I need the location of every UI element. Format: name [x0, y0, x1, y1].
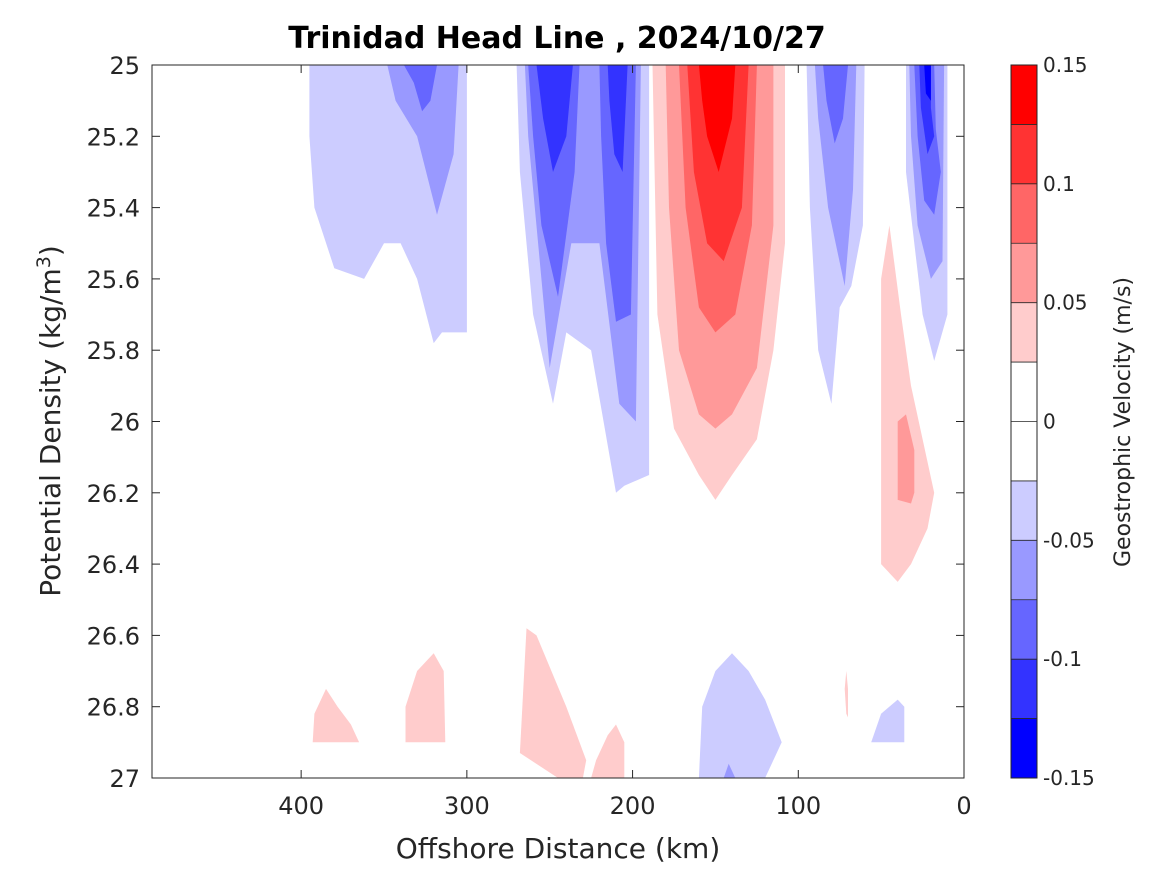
contour-region-deep-neg-2 [871, 699, 905, 743]
colorbar-tick-label: -0.1 [1043, 647, 1082, 671]
y-tick-label: 26.2 [87, 480, 140, 508]
contour-region-deep-pos-5 [844, 671, 848, 718]
contour-region-deep-pos-4 [591, 724, 625, 778]
colorbar-level [1011, 302, 1037, 363]
contour-region-center-pos-max [698, 65, 736, 172]
contour-region-coast-pos-light [881, 225, 935, 582]
y-tick-label: 26.4 [87, 551, 140, 579]
y-tick-label: 26.6 [87, 622, 140, 650]
contour-regions [309, 65, 948, 778]
colorbar-tick-label: -0.15 [1043, 766, 1095, 790]
contour-region-deep-pos-2 [405, 653, 446, 743]
x-axis-title: Offshore Distance (km) [396, 832, 721, 865]
colorbar-level [1011, 421, 1037, 482]
chart-title: Trinidad Head Line , 2024/10/27 [288, 21, 825, 56]
contour-region-coast-neg-max [924, 65, 931, 101]
contour-region-mid-neg-dark-right [599, 65, 636, 322]
x-tick-label: 400 [278, 792, 324, 820]
y-tick-label: 25.8 [87, 337, 140, 365]
colorbar-level [1011, 65, 1037, 125]
contour-region-coast-pos-mid [897, 414, 915, 504]
contour-region-deep-pos-3 [519, 628, 587, 778]
colorbar-level [1011, 480, 1037, 541]
y-tick-label: 25.2 [87, 123, 140, 151]
y-tick-label: 25.4 [87, 195, 140, 223]
colorbar-tick-label: 0.1 [1043, 172, 1075, 196]
colorbar-level [1011, 659, 1037, 720]
colorbar-tick-label: -0.05 [1043, 528, 1095, 552]
contour-region-far-offshore-neg-dark [403, 65, 437, 112]
colorbar-level [1011, 243, 1037, 304]
y-tick-label: 26.8 [87, 694, 140, 722]
x-tick-label: 100 [775, 792, 821, 820]
x-tick-label: 0 [956, 792, 971, 820]
contour-region-deep-neg-1 [698, 653, 782, 778]
colorbar: 0.15 0.1 0.05 0 -0.05 -0.1 -0.15 [1010, 53, 1095, 790]
contour-region-deep-pos-1 [312, 688, 360, 743]
contour-region-mid-neg-darker [536, 65, 573, 172]
y-tick-label: 27 [109, 765, 140, 793]
x-tick-label: 300 [444, 792, 490, 820]
colorbar-level [1011, 599, 1037, 660]
contour-region-deep-neg-1-core [723, 763, 736, 778]
contour-region-near-neg-dark [823, 65, 848, 144]
contour-region-mid-neg-darker-right [607, 65, 628, 172]
y-axis-title-superscript: 3 [33, 256, 55, 268]
contour-region-near-neg-mid [814, 65, 857, 286]
colorbar-title: Geostrophic Velocity (m/s) [1111, 277, 1136, 567]
colorbar-level [1011, 124, 1037, 185]
x-tick-label: 200 [610, 792, 656, 820]
colorbar-level [1011, 362, 1037, 422]
y-tick-label: 26 [109, 409, 140, 437]
y-tick-label: 25.6 [87, 266, 140, 294]
y-axis-title-main: Potential Density (kg/m [34, 268, 67, 597]
colorbar-tick-label: 0 [1043, 410, 1056, 434]
colorbar-level [1011, 183, 1037, 244]
y-tick-label: 25 [109, 52, 140, 80]
y-axis-ticks: 25 25.2 25.4 25.6 25.8 26 26.2 26.4 26.6 26.8 27 [87, 52, 964, 793]
y-axis-title: Potential Density (kg/m3) [33, 245, 67, 597]
colorbar-tick-label: 0.15 [1043, 53, 1088, 77]
contour-region-far-offshore-neg-mid [387, 65, 459, 215]
x-axis-ticks: 400 300 200 100 0 [278, 65, 972, 820]
colorbar-tick-label: 0.05 [1043, 291, 1088, 315]
colorbar-level [1011, 718, 1037, 779]
colorbar-level [1011, 540, 1037, 601]
y-axis-title-close: ) [34, 245, 67, 256]
